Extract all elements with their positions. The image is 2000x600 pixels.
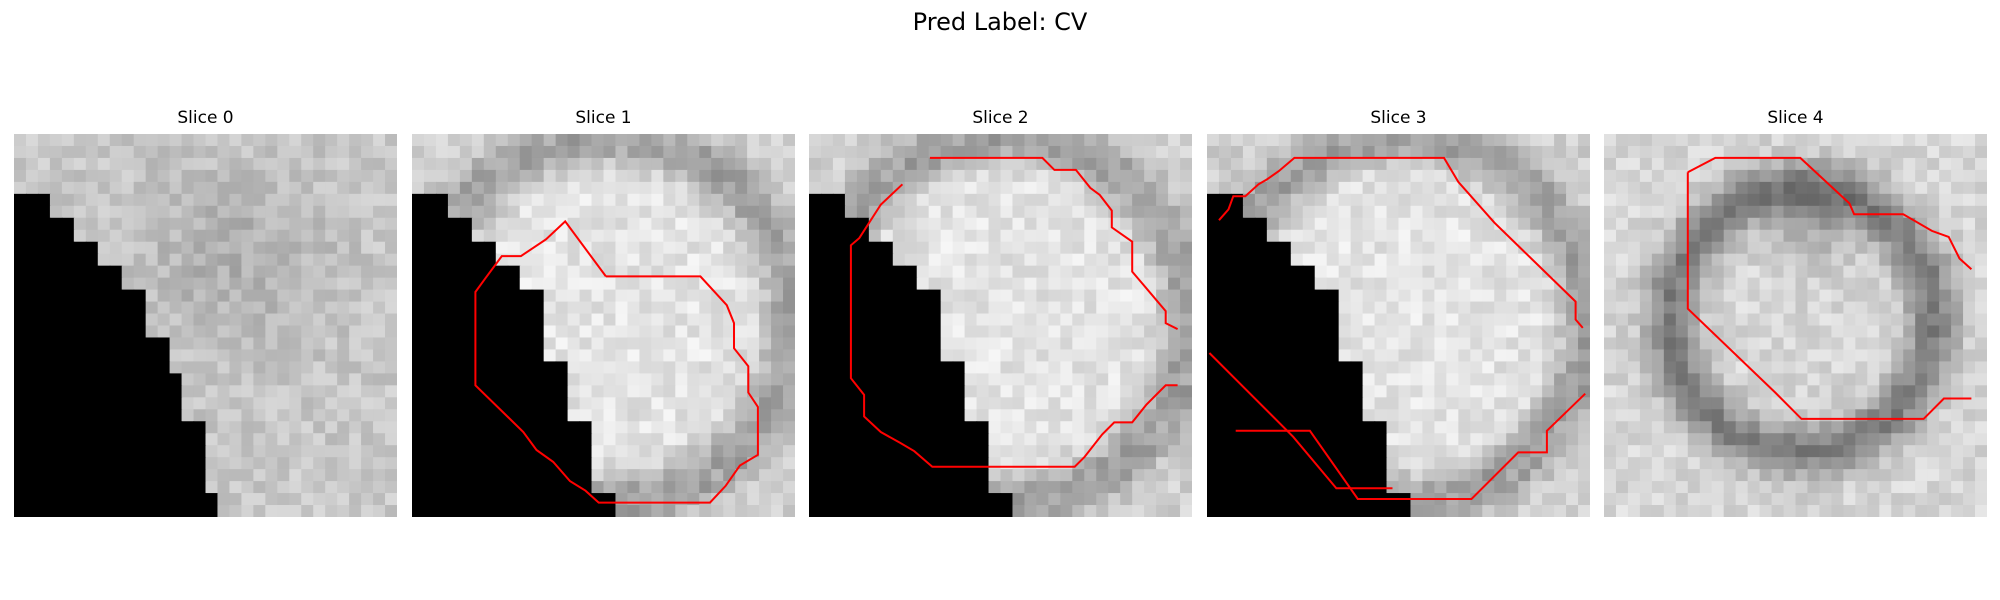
slice-canvas [14,134,397,517]
slice-canvas [809,134,1192,517]
slice-image-1 [412,134,795,517]
slice-title-1: Slice 1 [575,108,632,128]
contour-outline-secondary [849,183,1178,468]
contour-outline [1235,392,1586,500]
slice-title-0: Slice 0 [177,108,234,128]
contour-outline [474,219,759,504]
slice-panel-3: Slice 3 [1207,108,1590,518]
slice-title-2: Slice 2 [972,108,1029,128]
contour-outline-secondary [1686,172,1972,420]
slice-panel-0: Slice 0 [14,108,397,518]
slice-canvas [1207,134,1590,517]
slice-image-3 [1207,134,1590,517]
slice-image-0 [14,134,397,517]
slice-canvas [412,134,795,517]
contour-outline-tertiary [1208,352,1393,490]
slice-image-4 [1604,134,1987,517]
slice-image-2 [809,134,1192,517]
slice-panel-4: Slice 4 [1604,108,1987,518]
contour-outline-secondary [1218,156,1584,329]
figure-title: Pred Label: CV [912,8,1088,36]
slice-title-4: Slice 4 [1767,108,1824,128]
contour-outline [929,156,1179,330]
slice-title-3: Slice 3 [1370,108,1427,128]
slice-panel-1: Slice 1 [412,108,795,518]
slice-panel-2: Slice 2 [809,108,1192,518]
slice-canvas [1604,134,1987,517]
contour-outline [1687,156,1973,270]
